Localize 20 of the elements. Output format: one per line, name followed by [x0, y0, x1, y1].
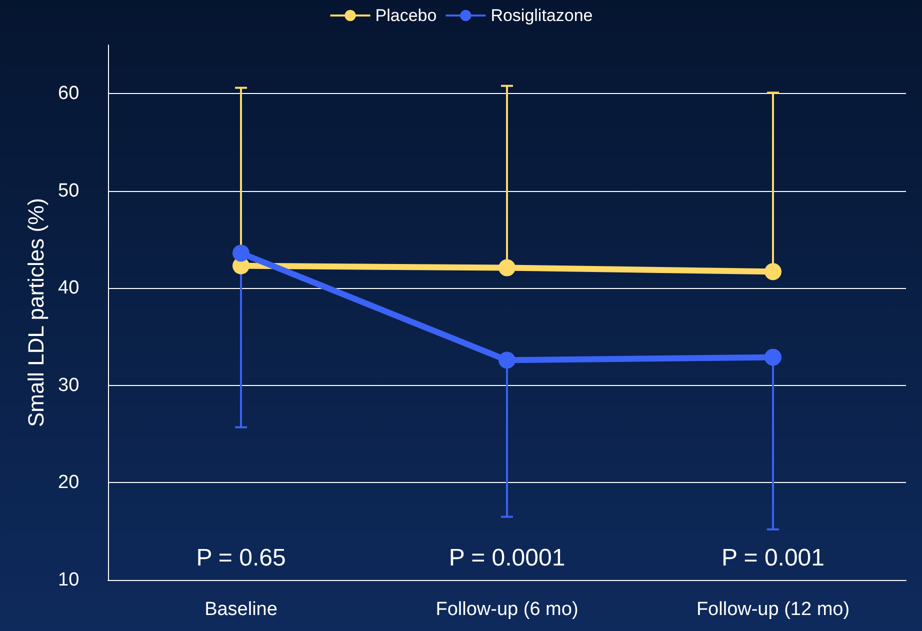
- point: [498, 352, 516, 369]
- annotation: P = 0.0001: [448, 544, 566, 572]
- annotation: P = 0.001: [722, 544, 824, 572]
- y-tick-label: 30: [58, 374, 80, 396]
- y-tick-label: 20: [58, 472, 80, 494]
- y-tick-label: 40: [58, 278, 80, 299]
- y-tick-label: 50: [58, 180, 80, 202]
- point: [764, 348, 782, 366]
- point: [764, 263, 782, 280]
- legend-label: Placebo: [375, 6, 437, 25]
- point: [232, 244, 250, 262]
- legend-label: Rosiglitazone: [490, 6, 593, 25]
- x-tick-label: Follow-up (12 mo): [696, 599, 850, 620]
- y-tick-label: 60: [58, 83, 80, 104]
- annotation: P = 0.65: [196, 544, 286, 572]
- y-tick-label: 10: [58, 570, 80, 590]
- y-axis-title: Small LDL particles (%): [24, 198, 49, 428]
- point: [498, 259, 516, 276]
- x-tick-label: Baseline: [204, 599, 278, 620]
- x-tick-label: Follow-up (6 mo): [436, 599, 578, 620]
